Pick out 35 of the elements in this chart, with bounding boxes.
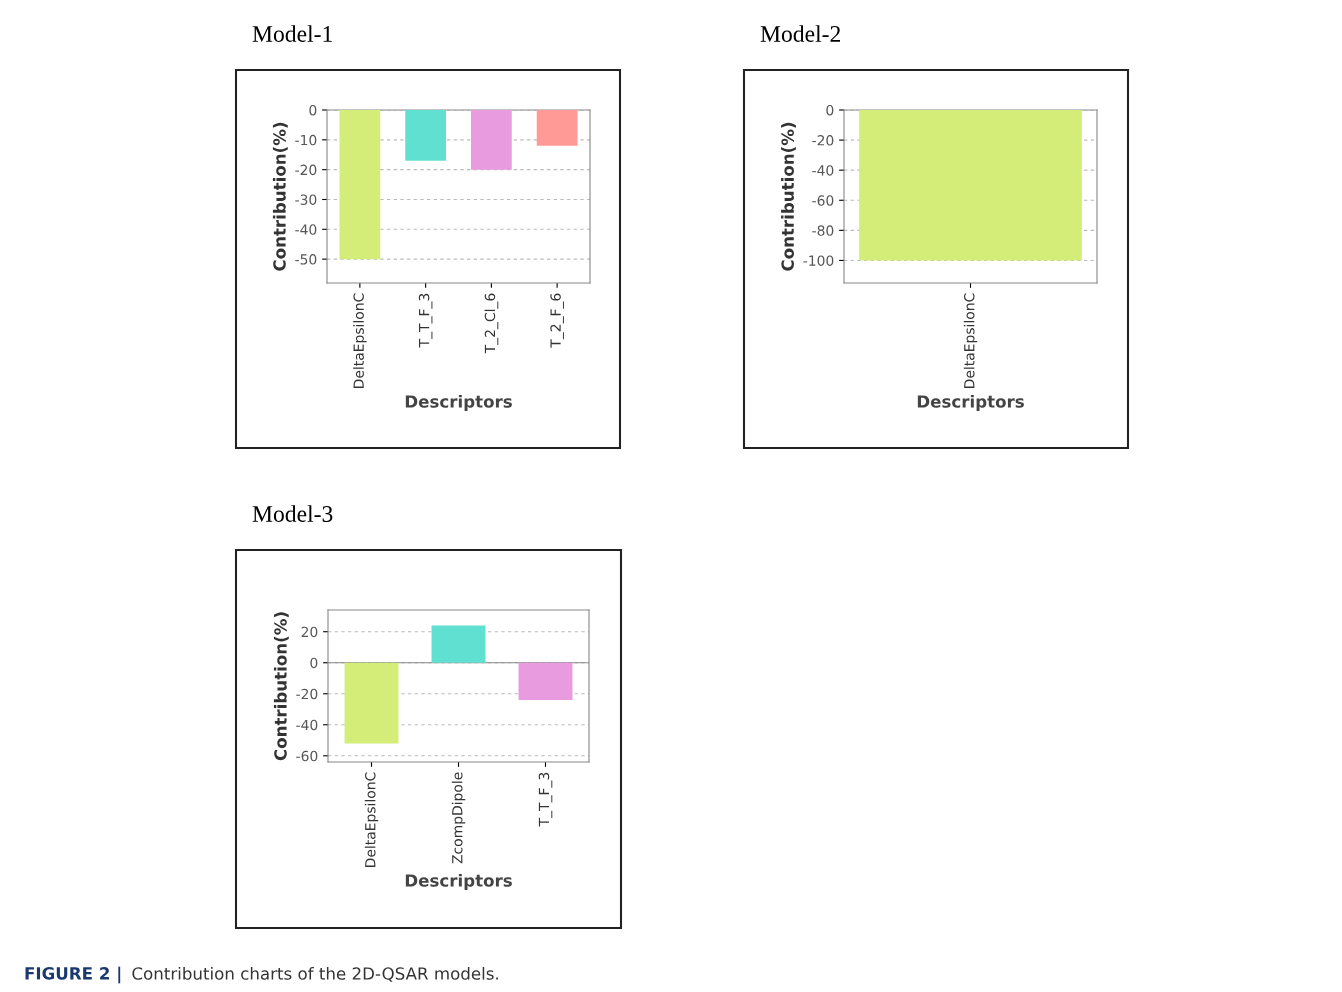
x-tick-label: DeltaEpsilonC <box>364 772 379 867</box>
y-tick-label: -60 <box>812 195 834 206</box>
caption: FIGURE 2 | Contribution charts of the 2D-QSAR models. <box>25 966 498 984</box>
y-tick-label: -50 <box>295 254 317 265</box>
x-tick-label: T_2_F_6 <box>550 293 564 348</box>
x-tick-label: T_T_F_3 <box>418 293 433 348</box>
y-tick-label: 20 <box>301 626 318 638</box>
chart-title: Model-1 <box>252 25 332 42</box>
y-tick-label: -60 <box>296 750 318 762</box>
y-tick-label: -20 <box>812 135 834 146</box>
y-tick-label: -40 <box>812 165 834 176</box>
x-tick-label: DeltaEpsilonC <box>963 293 978 388</box>
y-tick-label: -30 <box>295 194 317 205</box>
y-axis-title: Contribution(%) <box>273 612 289 761</box>
x-tick-label: DeltaEpsilonC <box>353 293 367 388</box>
x-axis-title: Descriptors <box>917 394 1024 412</box>
chart-title: Model-3 <box>252 505 333 522</box>
x-tick-label: T_T_F_3 <box>538 772 553 827</box>
y-tick-label: -20 <box>295 164 317 176</box>
x-axis-title: Descriptors <box>405 394 512 412</box>
y-tick-label: 0 <box>310 657 318 669</box>
chart-title: Model-2 <box>760 25 841 42</box>
y-tick-label: 0 <box>309 104 317 116</box>
y-tick-label: -40 <box>296 719 318 731</box>
y-axis-title: Contribution(%) <box>781 122 796 271</box>
y-axis-title: Contribution(%) <box>272 122 288 271</box>
y-tick-label: -10 <box>295 134 317 146</box>
x-tick-label: T_2_Cl_6 <box>484 293 499 354</box>
y-tick-label: -40 <box>295 224 317 235</box>
y-tick-label: 0 <box>826 104 834 116</box>
y-tick-label: -80 <box>812 225 834 236</box>
x-tick-label: ZcompDipole <box>451 772 466 864</box>
y-tick-label: -100 <box>803 255 834 266</box>
x-axis-title: Descriptors <box>405 873 512 891</box>
y-tick-label: -20 <box>296 688 318 700</box>
